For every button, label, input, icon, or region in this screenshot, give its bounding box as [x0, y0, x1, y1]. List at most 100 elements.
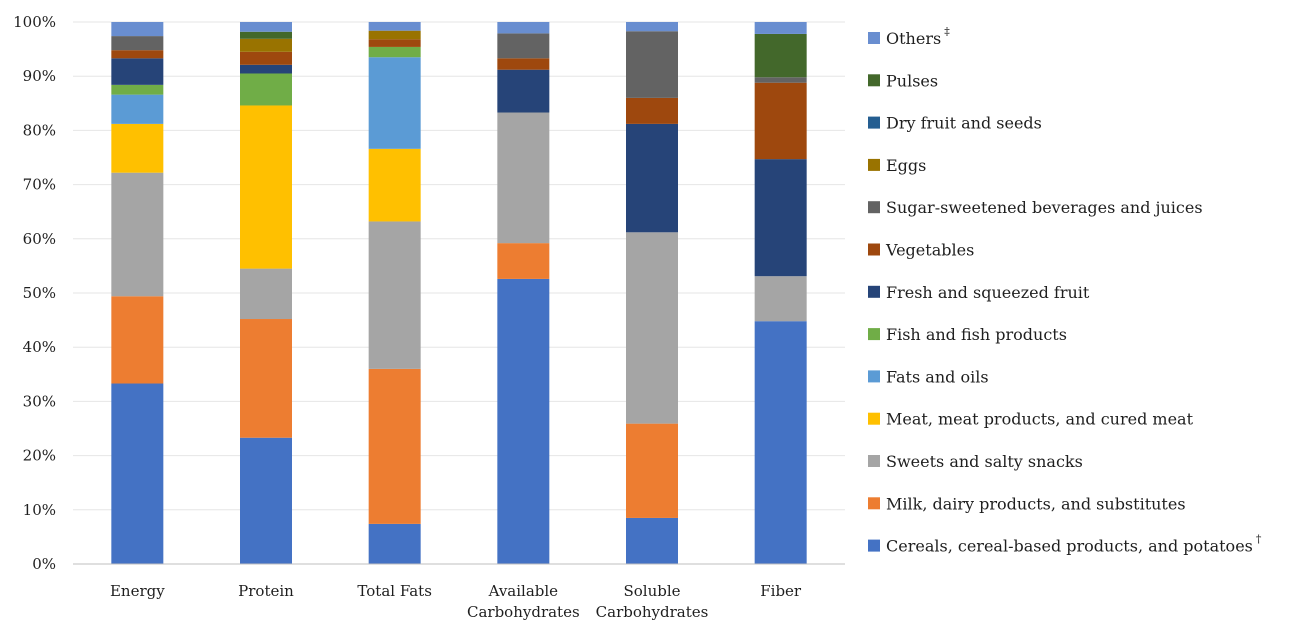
legend-label: Fish and fish products	[886, 325, 1067, 344]
legend-swatch	[868, 497, 880, 510]
legend-label: Vegetables	[885, 241, 974, 260]
bar-segment-4-8	[626, 31, 678, 98]
legend-swatch	[868, 412, 880, 425]
bar-segment-0-6	[111, 58, 164, 85]
bar-segment-1-3	[240, 105, 292, 269]
x-tick-label: Carbohydrates	[596, 603, 709, 621]
bar-segment-1-5	[240, 73, 292, 106]
bar-segment-3-12	[497, 22, 550, 34]
legend-label: Sugar-sweetened beverages and juices	[886, 198, 1203, 217]
y-tick-label: 30%	[23, 392, 56, 410]
legend-swatch	[868, 285, 880, 298]
bar-segment-1-9	[240, 38, 292, 52]
legend-swatch	[868, 328, 880, 341]
x-axis-ticks: Energy Protein Total Fats Available Carbohyd…	[110, 582, 802, 621]
bar-segment-3-2	[497, 112, 550, 244]
y-axis-ticks: 0% 10% 20% 30% 40% 50% 60% 70% 80% 90% 100%	[13, 13, 56, 573]
bar-segment-3-1	[497, 243, 550, 279]
legend-label: Others	[886, 29, 941, 48]
legend-swatch	[868, 116, 880, 129]
legend: Others ‡ Pulses Dry fruit and seeds Eggs Suga…	[868, 25, 1262, 556]
bar-segment-1-11	[240, 31, 292, 39]
y-tick-label: 40%	[23, 338, 56, 356]
x-tick-label: Energy	[110, 582, 165, 600]
x-tick-label: Protein	[238, 582, 294, 600]
bar-segment-5-0	[754, 321, 807, 564]
x-tick-label: Fiber	[760, 582, 802, 600]
legend-label: Milk, dairy products, and substitutes	[886, 494, 1186, 513]
bar-segment-2-4	[368, 57, 421, 149]
legend-swatch	[868, 455, 880, 467]
bar-segment-0-7	[111, 50, 164, 59]
bar-segment-1-2	[240, 268, 292, 320]
bar-segment-3-0	[497, 278, 550, 564]
bar-segment-5-2	[754, 276, 807, 322]
bar-segment-2-7	[368, 39, 421, 47]
legend-swatch	[868, 74, 880, 87]
x-tick-label: Available	[488, 582, 559, 600]
x-tick-label: Soluble	[623, 582, 680, 600]
bar-segment-5-8	[754, 77, 807, 83]
y-tick-label: 0%	[32, 555, 56, 573]
y-tick-label: 50%	[23, 284, 56, 302]
gridlines	[73, 21, 845, 511]
legend-swatch	[868, 539, 880, 552]
bar-segment-3-8	[497, 33, 550, 59]
bar-segment-4-0	[626, 517, 678, 564]
legend-swatch	[868, 370, 880, 383]
y-tick-label: 90%	[23, 67, 56, 85]
legend-footnote-mark: ‡	[944, 25, 950, 38]
bar-segment-2-9	[368, 30, 421, 40]
legend-footnote-mark: †	[1256, 533, 1262, 546]
x-tick-label: Total Fats	[357, 582, 431, 600]
bar-segment-4-7	[626, 97, 678, 124]
bar-segment-3-7	[497, 58, 550, 70]
legend-swatch	[868, 32, 880, 44]
legend-label: Meat, meat products, and cured meat	[886, 410, 1194, 429]
bar-segment-2-5	[368, 46, 421, 58]
bar-segment-4-2	[626, 232, 678, 424]
bar-segment-0-3	[111, 123, 164, 173]
bar-segment-5-12	[754, 22, 807, 34]
legend-label: Pulses	[886, 71, 938, 90]
y-tick-label: 70%	[23, 176, 56, 194]
legend-swatch	[868, 243, 880, 256]
bar-segment-5-7	[754, 82, 807, 160]
bar-segment-4-12	[626, 22, 678, 32]
bar-segment-5-6	[754, 159, 807, 277]
bar-segment-0-5	[111, 84, 164, 95]
bar-segment-1-7	[240, 51, 292, 65]
bar-segment-3-6	[497, 69, 550, 113]
bar-segment-4-1	[626, 423, 678, 518]
bar-segment-5-11	[754, 33, 807, 78]
x-tick-label: Carbohydrates	[467, 603, 580, 621]
bar-segment-2-0	[368, 523, 421, 564]
bar-segment-4-6	[626, 123, 678, 233]
y-tick-label: 100%	[13, 13, 56, 31]
bar-segment-0-4	[111, 94, 164, 124]
bar-segment-0-8	[111, 36, 164, 51]
bar-segment-2-12	[368, 22, 421, 31]
legend-label: Eggs	[886, 156, 926, 175]
y-tick-label: 60%	[23, 230, 56, 248]
bar-segment-1-1	[240, 319, 292, 438]
legend-label: Dry fruit and seeds	[886, 114, 1042, 133]
bar-segment-2-2	[368, 221, 421, 369]
y-tick-label: 80%	[23, 121, 56, 139]
bar-segment-0-2	[111, 172, 164, 297]
legend-label: Fats and oils	[886, 367, 989, 386]
y-tick-label: 20%	[23, 447, 56, 465]
legend-swatch	[868, 158, 880, 171]
bar-segment-0-1	[111, 296, 164, 384]
legend-label: Cereals, cereal-based products, and pota…	[886, 537, 1253, 556]
bar-segment-1-12	[240, 22, 292, 32]
bar-segment-0-12	[111, 22, 164, 37]
legend-label: Sweets and salty snacks	[886, 452, 1083, 471]
bars	[111, 22, 807, 564]
bar-segment-1-0	[240, 437, 292, 564]
y-tick-label: 10%	[23, 501, 56, 519]
legend-swatch	[868, 201, 880, 214]
legend-label: Fresh and squeezed fruit	[886, 283, 1090, 302]
bar-segment-0-0	[111, 383, 164, 564]
